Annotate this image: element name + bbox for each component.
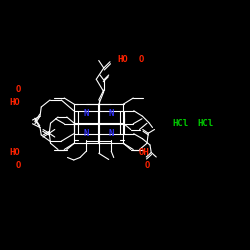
Text: N: N <box>108 129 114 138</box>
Text: O: O <box>15 160 21 170</box>
Text: HO: HO <box>117 56 128 64</box>
Text: OH: OH <box>138 148 149 157</box>
Text: HCl: HCl <box>172 119 188 128</box>
Text: O: O <box>15 86 21 94</box>
Text: O: O <box>145 160 150 170</box>
Text: HO: HO <box>10 98 20 107</box>
Text: N: N <box>84 129 89 138</box>
Text: HCl: HCl <box>197 119 213 128</box>
Text: O: O <box>138 56 144 64</box>
Text: N: N <box>84 109 89 118</box>
Text: HO: HO <box>10 148 20 157</box>
Text: N: N <box>108 109 114 118</box>
